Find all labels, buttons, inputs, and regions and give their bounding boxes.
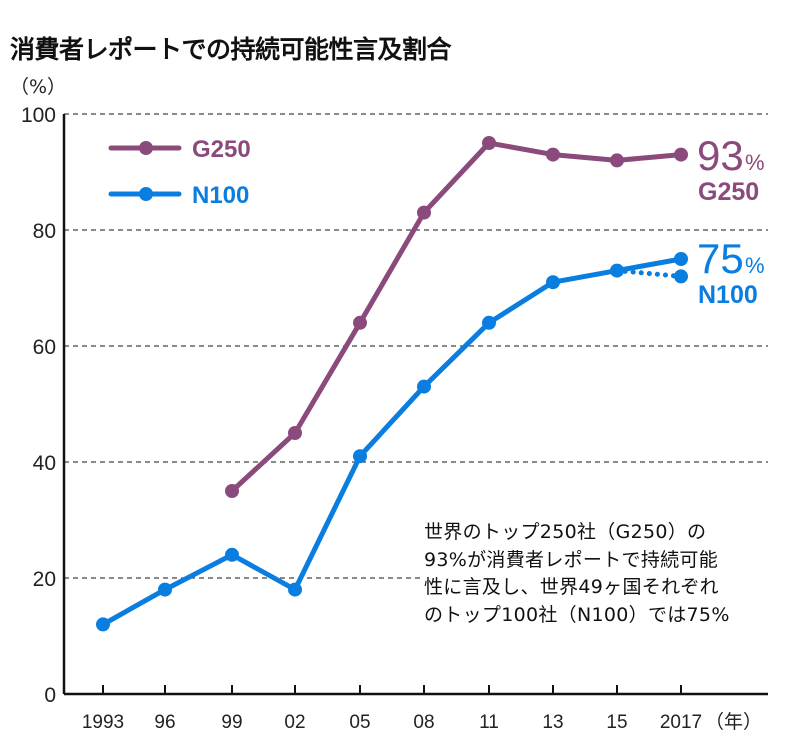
end-label-n100: 75 % N100 [697,235,765,309]
legend-marker [139,141,153,155]
data-point [482,136,496,150]
series-line-g250 [230,140,682,493]
series-n100 [96,252,688,632]
legend-entry-g250: G250 [108,136,251,163]
grid-lines [64,113,768,579]
x-tick-label: 05 [349,712,370,733]
end-series-name: G250 [698,178,759,206]
series-layer [96,136,688,632]
legend: G250 N100 [108,136,251,209]
end-percent-sign: % [745,150,765,175]
data-point [158,582,172,597]
legend-label: N100 [192,182,249,209]
data-point [288,582,302,597]
axes [62,114,768,696]
data-point [546,147,560,162]
data-point [417,379,431,394]
y-tick-label: 0 [44,684,56,707]
end-series-name: N100 [698,281,758,309]
annotation-line: 世界のトップ250社（G250）の [424,521,707,543]
x-tick-label: 2017 [660,712,702,733]
data-point [610,263,624,278]
y-tick-label: 80 [33,220,56,243]
end-value: 93 [697,132,744,179]
legend-label: G250 [192,136,251,163]
data-point [353,315,367,330]
x-tick-label: 15 [606,712,627,733]
chart-title: 消費者レポートでの持続可能性言及割合 [10,35,452,64]
x-tick-label: 99 [221,712,242,733]
x-tick-label: 13 [542,712,563,733]
x-tick-label: 1993 [82,712,124,733]
y-tick-labels: 0 20 40 60 80 100 [21,104,56,707]
data-point [225,484,239,498]
x-tick-label: 96 [154,712,175,733]
dotted-extension-line [614,268,684,279]
x-tick-label: 02 [284,712,305,733]
data-point [674,269,688,284]
legend-entry-n100: N100 [108,182,249,209]
end-label-g250: 93 % G250 [697,132,765,206]
data-point [674,252,688,266]
series-line-n100 [101,256,682,627]
end-percent-sign: % [745,253,765,278]
annotation-line: 性に言及し、世界49ヶ国それぞれ [424,576,719,598]
data-point [546,275,560,290]
data-point [610,153,624,168]
data-point [96,617,110,632]
data-point [674,147,688,162]
end-value: 75 [697,235,744,282]
annotation-line: 93%が消費者レポートで持続可能 [424,548,719,571]
x-tick-labels: 1993 96 99 02 05 08 11 13 15 2017 （年） [82,711,762,733]
data-point [482,315,496,330]
data-point [417,205,431,220]
annotation-text: 世界のトップ250社（G250）の 93%が消費者レポートで持続可能 性に言及し… [420,519,768,629]
end-labels: 93 % G250 75 % N100 [697,132,765,309]
x-tick-label: 08 [413,712,434,733]
x-axis-unit-label: （年） [705,711,762,733]
y-tick-label: 20 [33,568,56,591]
data-point [225,547,239,562]
data-point [353,449,367,464]
legend-marker [139,187,153,201]
y-tick-label: 40 [33,452,56,475]
x-tick-label: 11 [479,712,499,733]
y-tick-label: 60 [33,336,56,359]
data-point [288,426,302,440]
y-axis-unit-label: （%） [10,76,67,98]
y-tick-label: 100 [21,104,56,127]
annotation-line: のトップ100社（N100）では75% [424,603,730,626]
series-g250 [225,136,688,498]
